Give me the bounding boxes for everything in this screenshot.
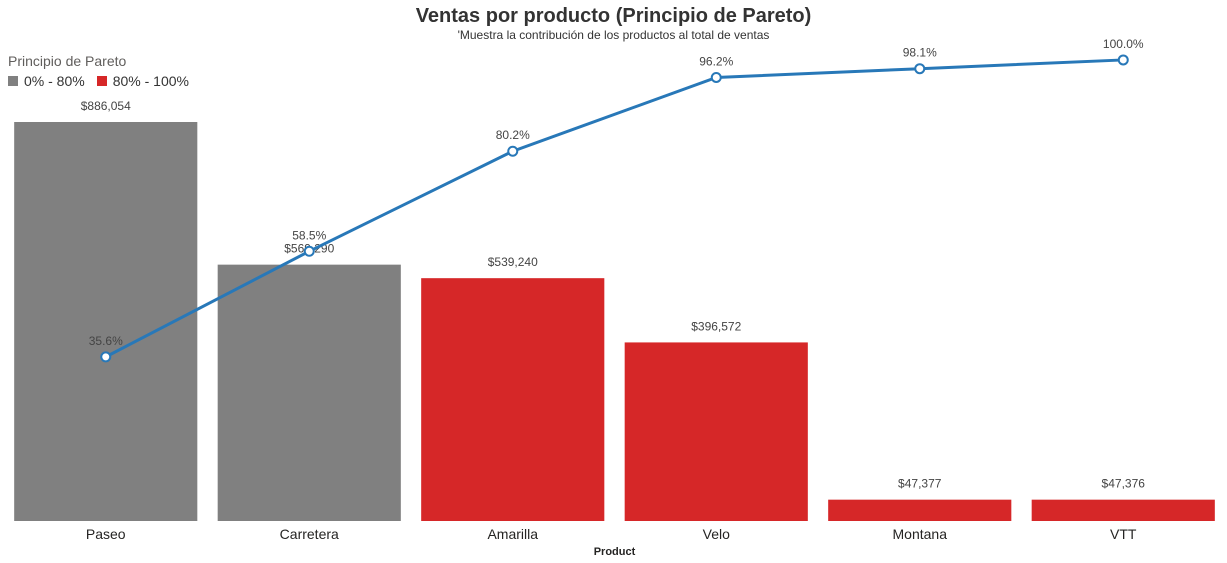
legend-title: Principio de Pareto — [8, 53, 127, 69]
legend-item-80-100[interactable]: 80% - 100% — [96, 73, 189, 89]
legend-label-0-80: 0% - 80% — [24, 73, 85, 89]
bar-vtt — [1031, 499, 1215, 521]
bar-label-vtt: $47,376 — [1102, 477, 1146, 491]
x-tick-paseo: Paseo — [86, 526, 126, 542]
line-label-vtt: 100.0% — [1103, 37, 1144, 51]
legend: Principio de Pareto 0% - 80% 80% - 100% — [8, 53, 189, 89]
x-tick-carretera: Carretera — [280, 526, 339, 542]
line-point-montana — [914, 63, 926, 75]
bar-velo — [624, 342, 808, 521]
line-label-paseo: 35.6% — [89, 334, 123, 348]
line-point-velo — [710, 71, 722, 83]
bar-label-paseo: $886,054 — [81, 99, 131, 113]
line-label-montana: 98.1% — [903, 46, 937, 60]
chart-subtitle: 'Muestra la contribución de los producto… — [457, 28, 770, 42]
x-tick-amarilla: Amarilla — [487, 526, 538, 542]
bar-carretera — [217, 264, 401, 521]
chart-title: Ventas por producto (Principio de Pareto… — [415, 5, 812, 27]
line-point-carretera — [303, 245, 315, 257]
cumulative-line — [105, 58, 1124, 359]
line-point-amarilla — [507, 145, 519, 157]
x-tick-montana: Montana — [893, 526, 948, 542]
bar-label-velo: $396,572 — [691, 319, 741, 333]
x-axis-label: Product — [594, 546, 636, 558]
legend-label-80-100: 80% - 100% — [112, 73, 189, 89]
bar-paseo — [14, 122, 198, 521]
x-tick-velo: Velo — [703, 526, 730, 542]
legend-swatch-red — [96, 76, 107, 86]
line-label-velo: 96.2% — [699, 54, 733, 68]
legend-item-0-80[interactable]: 0% - 80% — [8, 73, 85, 89]
line-label-amarilla: 80.2% — [496, 128, 530, 142]
bar-label-amarilla: $539,240 — [488, 255, 538, 269]
line-point-paseo — [100, 351, 112, 363]
bar-label-montana: $47,377 — [898, 477, 942, 491]
bar-montana — [828, 499, 1012, 521]
line-point-vtt — [1117, 54, 1129, 66]
bar-amarilla — [421, 278, 605, 521]
line-label-carretera: 58.5% — [292, 228, 326, 242]
x-tick-vtt: VTT — [1110, 526, 1137, 542]
legend-swatch-gray — [8, 76, 18, 86]
